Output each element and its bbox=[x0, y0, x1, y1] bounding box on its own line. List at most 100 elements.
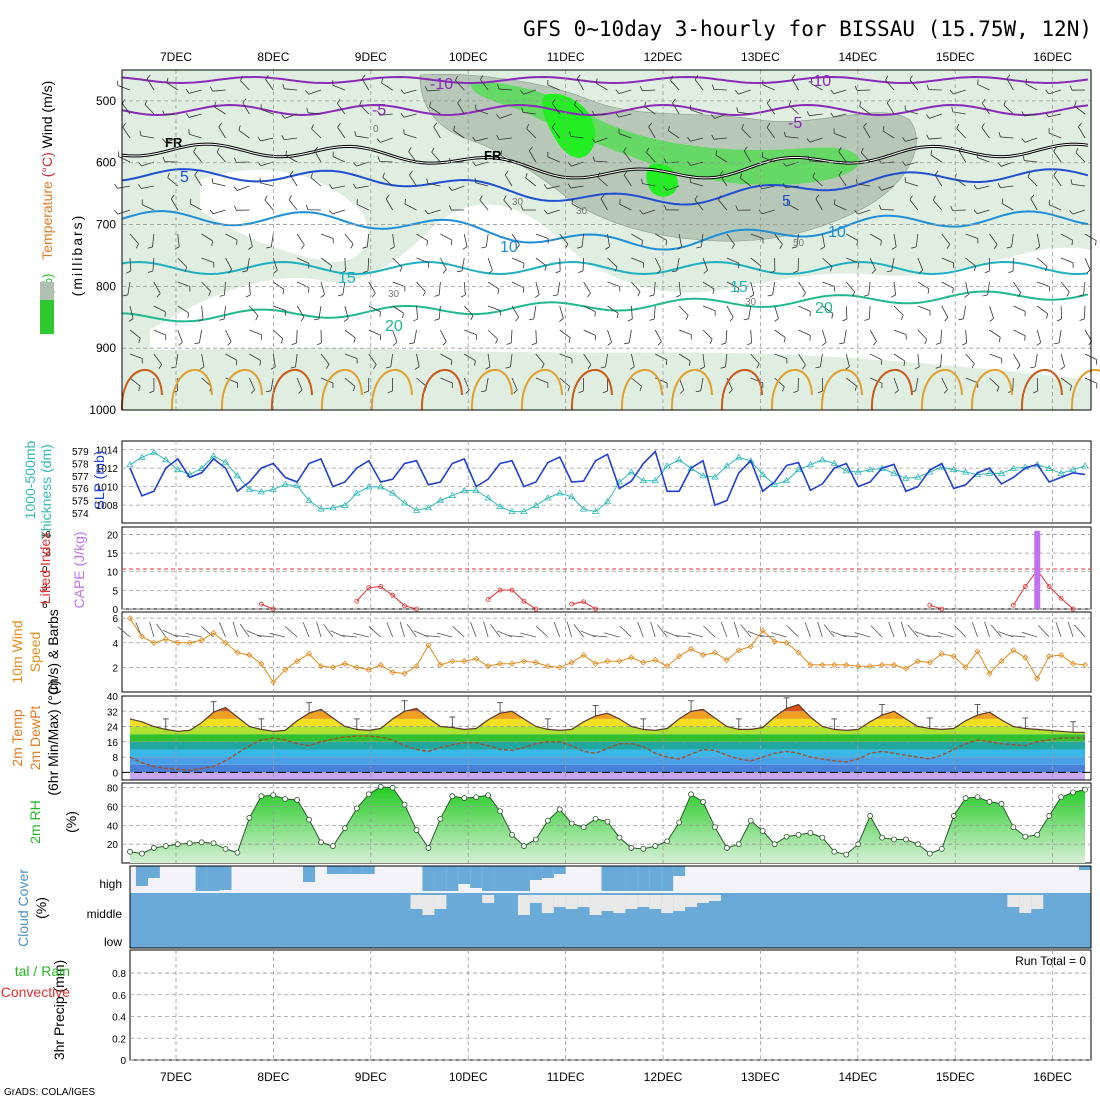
lifted-marker bbox=[939, 606, 945, 612]
wind-barb-flag bbox=[746, 342, 752, 346]
wind-barb bbox=[403, 113, 417, 118]
thickness-marker bbox=[711, 473, 719, 480]
thickness-marker bbox=[615, 478, 624, 485]
wind-barb-flag bbox=[472, 161, 476, 166]
surface-wind-barb bbox=[703, 625, 716, 638]
wind-barb bbox=[1072, 209, 1086, 215]
wind-barb-flag bbox=[434, 318, 440, 321]
wind-barb-flag bbox=[377, 156, 381, 162]
wind-barb bbox=[618, 133, 632, 139]
wind-marker bbox=[878, 661, 886, 668]
wind-barb bbox=[846, 257, 859, 264]
wind-barb bbox=[320, 377, 334, 384]
wind-barb-flag bbox=[158, 364, 162, 369]
rh-label-50: 50 bbox=[793, 238, 805, 249]
wind-barb bbox=[941, 305, 949, 318]
thickness-marker bbox=[544, 494, 552, 501]
panel-frame bbox=[129, 865, 1092, 949]
footer-credit: GrADS: COLA/IGES bbox=[4, 1087, 95, 1098]
wind-barb bbox=[917, 281, 930, 290]
wind-barb-flag bbox=[146, 74, 151, 80]
wind-barb bbox=[956, 128, 966, 139]
wind-barb bbox=[533, 305, 537, 319]
wind-barb-flag bbox=[429, 101, 432, 107]
wind-barb bbox=[308, 112, 322, 115]
wind-barb-flag bbox=[1021, 111, 1025, 117]
wind-barb-flag bbox=[266, 390, 272, 393]
wind-marker bbox=[783, 639, 790, 646]
surface-wind-barb bbox=[675, 635, 692, 638]
wind-barb-flag bbox=[259, 360, 262, 366]
wind-barb bbox=[893, 329, 907, 335]
bottom-date-label: 10DEC bbox=[449, 1070, 488, 1084]
wind-barb bbox=[270, 233, 274, 247]
high-cloud-bar bbox=[1079, 866, 1091, 870]
bottom-date-label: 14DEC bbox=[838, 1070, 877, 1084]
wind-barb bbox=[392, 329, 398, 343]
thickness-marker bbox=[520, 507, 528, 514]
rh-marker bbox=[306, 816, 312, 823]
wind-barb-flag bbox=[657, 341, 662, 346]
wind-barb bbox=[464, 329, 477, 336]
wind-barb-flag bbox=[424, 209, 429, 215]
wind-barb-flag bbox=[320, 294, 325, 298]
ylabel-thickness-line1: 1000-500mb bbox=[22, 440, 38, 519]
wind-barb bbox=[798, 305, 811, 312]
wind-barb bbox=[646, 152, 656, 163]
cape-tick-label: 5 bbox=[112, 586, 118, 597]
surface-wind-barb bbox=[520, 632, 536, 638]
wind-barb-flag bbox=[949, 89, 954, 95]
wind-barb bbox=[655, 353, 667, 361]
mid-cloud-gap bbox=[613, 895, 626, 913]
wind-barb-flag bbox=[806, 138, 811, 143]
wind-barb bbox=[981, 127, 990, 139]
temperature-band bbox=[130, 718, 1085, 727]
wind-barb bbox=[869, 257, 876, 270]
low-level-contour bbox=[320, 368, 363, 411]
rh-marker bbox=[198, 839, 205, 846]
wind-barb bbox=[296, 257, 310, 264]
freezing-line-core bbox=[121, 143, 1089, 179]
temperature-band bbox=[130, 711, 1085, 719]
wind-marker bbox=[735, 647, 742, 654]
surface-wind-barb bbox=[483, 621, 489, 638]
wind-barb-flag bbox=[956, 123, 960, 129]
wind-barb bbox=[690, 137, 704, 142]
wind-barb-flag bbox=[1045, 266, 1048, 272]
temp-tick-label: 16 bbox=[107, 738, 119, 749]
precip-tick-label: 0.6 bbox=[112, 991, 126, 1002]
wind-barb-flag bbox=[909, 195, 913, 200]
surface-wind-barb bbox=[786, 625, 799, 638]
cloud-level-label: low bbox=[104, 935, 122, 949]
wind-barb-flag bbox=[385, 194, 390, 199]
wind-marker bbox=[329, 664, 337, 671]
wind-barb bbox=[750, 281, 755, 295]
wind-barb-flag bbox=[500, 150, 503, 156]
thickness-marker bbox=[758, 470, 767, 477]
wind-barb bbox=[355, 185, 369, 189]
low-level-contour bbox=[420, 368, 463, 411]
wind-barb bbox=[152, 257, 155, 271]
wind-barb-flag bbox=[807, 155, 810, 161]
rh-marker bbox=[938, 845, 945, 852]
rh-marker bbox=[688, 791, 694, 798]
rh-marker bbox=[365, 791, 372, 798]
wind-barb-flag bbox=[685, 315, 689, 321]
wind-barb bbox=[774, 377, 785, 388]
wind-barb-flag bbox=[607, 342, 612, 346]
vertical-panel-frame bbox=[121, 69, 1092, 411]
surface-wind-barb bbox=[535, 625, 549, 638]
low-level-contour bbox=[170, 368, 213, 411]
slp-tick-label: 1010 bbox=[96, 483, 119, 494]
wind-barb-flag bbox=[806, 111, 810, 116]
wind-barb-flag bbox=[791, 74, 796, 80]
wind-marker bbox=[890, 661, 898, 668]
wind-barb-flag bbox=[218, 122, 223, 128]
temp-tick-label: 0 bbox=[112, 768, 118, 779]
wind-barb-flag bbox=[741, 123, 745, 129]
wind-barb-flag bbox=[770, 270, 775, 274]
surface-wind-barb bbox=[302, 622, 310, 638]
wind-barb bbox=[433, 126, 441, 139]
mid-cloud-gap bbox=[529, 895, 542, 903]
wind-barb-flag bbox=[982, 294, 988, 297]
